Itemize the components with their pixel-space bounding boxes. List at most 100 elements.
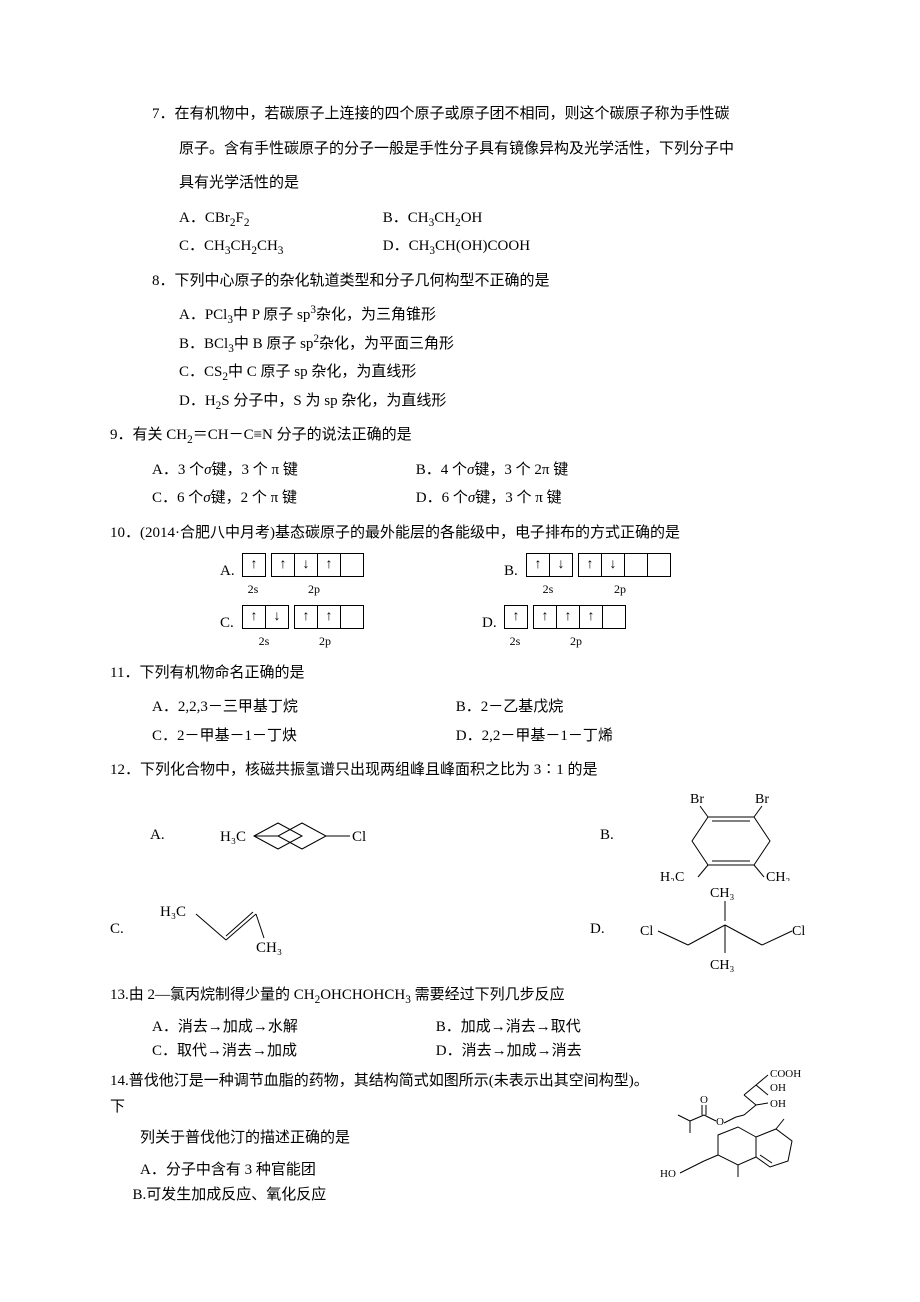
orbital-box: ↑ [579, 605, 603, 629]
q8-opt-d: D．H2S 分子中，S 为 sp 杂化，为直线形 [110, 387, 810, 416]
label-ho: HO [660, 1168, 676, 1180]
q7-line1: 7．在有机物中，若碳原子上连接的四个原子或原子团不相同，则这个碳原子称为手性碳 [110, 100, 810, 129]
orbital-box: ↑ [556, 605, 580, 629]
q11-stem: 11．下列有机物命名正确的是 [110, 659, 810, 688]
q12-mol-c: H₃C CH₃ [160, 900, 310, 960]
q7-opts-row2: C．CH3CH2CH3 D．CH3CH(OH)COOH [110, 232, 810, 261]
q7-opt-d: D．CH3CH(OH)COOH [383, 232, 530, 261]
question-8: 8．下列中心原子的杂化轨道类型和分子几何构型不正确的是 A．PCl3中 P 原子… [110, 267, 810, 416]
q9-opts-row1: A．3 个σ键，3 个 π 键 B．4 个σ键，3 个 2π 键 [110, 456, 810, 485]
q14-structure: COOH OH OH O O H [660, 1065, 810, 1185]
question-11: 11．下列有机物命名正确的是 A．2,2,3－三甲基丁烷 B．2－乙基戊烷 C．… [110, 659, 810, 751]
label-o: O [700, 1094, 708, 1106]
q7-opt-a: A．CBr2F2 [179, 204, 379, 233]
label-cl: Cl [792, 924, 805, 939]
q9-opt-c: C．6 个σ键，2 个 π 键 [152, 484, 412, 513]
q10-opt-b: B. ↑ ↓ ↑ ↓ 2s2p [504, 553, 671, 601]
orbital-box: ↑ [242, 553, 266, 577]
q13-opt-b: B．加成→消去→取代 [436, 1015, 581, 1039]
q10-stem: 10．(2014·合肥八中月考)基态碳原子的最外能层的各能级中，电子排布的方式正… [110, 519, 810, 548]
q8-stem: 8．下列中心原子的杂化轨道类型和分子几何构型不正确的是 [110, 267, 810, 296]
orbital-box: ↑ [526, 553, 550, 577]
q9-opt-a: A．3 个σ键，3 个 π 键 [152, 456, 412, 485]
q9-opts-row2: C．6 个σ键，2 个 π 键 D．6 个σ键，3 个 π 键 [110, 484, 810, 513]
q8-opt-b: B．BCl3中 B 原子 sp2杂化，为平面三角形 [110, 330, 810, 359]
label-br: Br [690, 792, 704, 807]
q7-opt-b: B．CH3CH2OH [383, 204, 483, 233]
q11-opt-a: A．2,2,3－三甲基丁烷 [152, 693, 452, 722]
q10-opt-d: D. ↑ ↑ ↑ ↑ 2s2p [482, 605, 626, 653]
question-9: 9．有关 CH2＝CH－C≡N 分子的说法正确的是 A．3 个σ键，3 个 π … [110, 421, 810, 513]
q8-opt-a: A．PCl3中 P 原子 sp3杂化，为三角锥形 [110, 301, 810, 330]
orbital-box [340, 605, 364, 629]
q13-opt-d: D．消去→加成→消去 [436, 1039, 582, 1063]
label-h3c: H₃C [660, 870, 684, 881]
orbital-box: ↑ [271, 553, 295, 577]
orbital-box [602, 605, 626, 629]
q13-opt-a: A．消去→加成→水解 [152, 1015, 432, 1039]
q12-row-ab: A. H₃C Cl B. Br Br [110, 791, 810, 881]
orbital-box: ↑ [294, 605, 318, 629]
question-10: 10．(2014·合肥八中月考)基态碳原子的最外能层的各能级中，电子排布的方式正… [110, 519, 810, 653]
label-oh: OH [770, 1098, 786, 1110]
orbital-box [624, 553, 648, 577]
label-oh: OH [770, 1082, 786, 1094]
q7-num: 7． [152, 106, 175, 122]
q12-mol-b: Br Br H₃C CH₃ [650, 791, 810, 881]
q7-line3: 具有光学活性的是 [110, 169, 810, 198]
label-o: O [716, 1116, 724, 1128]
q13-row1: A．消去→加成→水解 B．加成→消去→取代 [110, 1015, 810, 1039]
orbital-box: ↑ [578, 553, 602, 577]
orbital-box: ↓ [601, 553, 625, 577]
q9-opt-b: B．4 个σ键，3 个 2π 键 [416, 456, 569, 485]
q13-row2: C．取代→消去→加成 D．消去→加成→消去 [110, 1039, 810, 1063]
label-ch3: CH₃ [710, 958, 734, 973]
q12-num: 12． [110, 762, 140, 778]
q9-num: 9． [110, 427, 133, 443]
orbital-box: ↑ [533, 605, 557, 629]
orbital-box: ↑ [317, 553, 341, 577]
orbital-box: ↓ [294, 553, 318, 577]
q8-opt-c: C．CS2中 C 原子 sp 杂化，为直线形 [110, 358, 810, 387]
label-ch3: CH₃ [256, 940, 282, 956]
q13-num: 13. [110, 987, 129, 1003]
q10-opt-a: A. ↑ ↑ ↓ ↑ 2s2p [220, 553, 364, 601]
question-14: COOH OH OH O O H [110, 1069, 810, 1209]
q12-mol-a: H₃C Cl [220, 813, 390, 859]
q8-num: 8． [152, 273, 175, 289]
q13-stem: 13.由 2—氯丙烷制得少量的 CH2OHCHOHCH3 需要经过下列几步反应 [110, 981, 810, 1010]
q7-opts-row1: A．CBr2F2 B．CH3CH2OH [110, 204, 810, 233]
question-7: 7．在有机物中，若碳原子上连接的四个原子或原子团不相同，则这个碳原子称为手性碳 … [110, 100, 810, 261]
q14-opt-b: B.可发生加成反应、氧化反应 [110, 1183, 810, 1209]
q11-num: 11． [110, 665, 139, 681]
q11-opt-b: B．2－乙基戊烷 [456, 693, 564, 722]
q11-row2: C．2－甲基－1－丁炔 D．2,2－甲基－1－丁烯 [110, 722, 810, 751]
q12-row-cd: C. H₃C CH₃ D. CH₃ Cl Cl [110, 885, 810, 975]
orbital-box: ↓ [549, 553, 573, 577]
label-ch3: CH₃ [766, 870, 790, 881]
label-h3c: H₃C [160, 904, 186, 920]
orbital-box [340, 553, 364, 577]
label-cl: Cl [352, 829, 366, 845]
label-ch3: CH₃ [710, 886, 734, 901]
q14-num: 14. [110, 1073, 129, 1089]
orbital-box: ↓ [265, 605, 289, 629]
q10-num: 10． [110, 525, 140, 541]
q10-row-cd: C. ↑ ↓ ↑ ↑ 2s2p D. ↑ ↑ ↑ [220, 605, 810, 653]
orbital-box: ↑ [242, 605, 266, 629]
q7-line2: 原子。含有手性碳原子的分子一般是手性分子具有镜像异构及光学活性，下列分子中 [110, 135, 810, 164]
sigma-icon: σ [203, 490, 210, 506]
label-br: Br [755, 792, 769, 807]
q7-opt-c: C．CH3CH2CH3 [179, 232, 379, 261]
q7-text1: 在有机物中，若碳原子上连接的四个原子或原子团不相同，则这个碳原子称为手性碳 [175, 106, 730, 122]
orbital-box: ↑ [317, 605, 341, 629]
label-cooh: COOH [770, 1068, 801, 1080]
label-h3c: H₃C [220, 829, 246, 845]
q11-row1: A．2,2,3－三甲基丁烷 B．2－乙基戊烷 [110, 693, 810, 722]
q11-opt-d: D．2,2－甲基－1－丁烯 [456, 722, 613, 751]
q12-mol-d: CH₃ Cl Cl CH₃ [640, 885, 810, 975]
question-13: 13.由 2—氯丙烷制得少量的 CH2OHCHOHCH3 需要经过下列几步反应 … [110, 981, 810, 1064]
q10-opt-c: C. ↑ ↓ ↑ ↑ 2s2p [220, 605, 364, 653]
label-cl: Cl [640, 924, 653, 939]
q9-stem: 9．有关 CH2＝CH－C≡N 分子的说法正确的是 [110, 421, 810, 450]
